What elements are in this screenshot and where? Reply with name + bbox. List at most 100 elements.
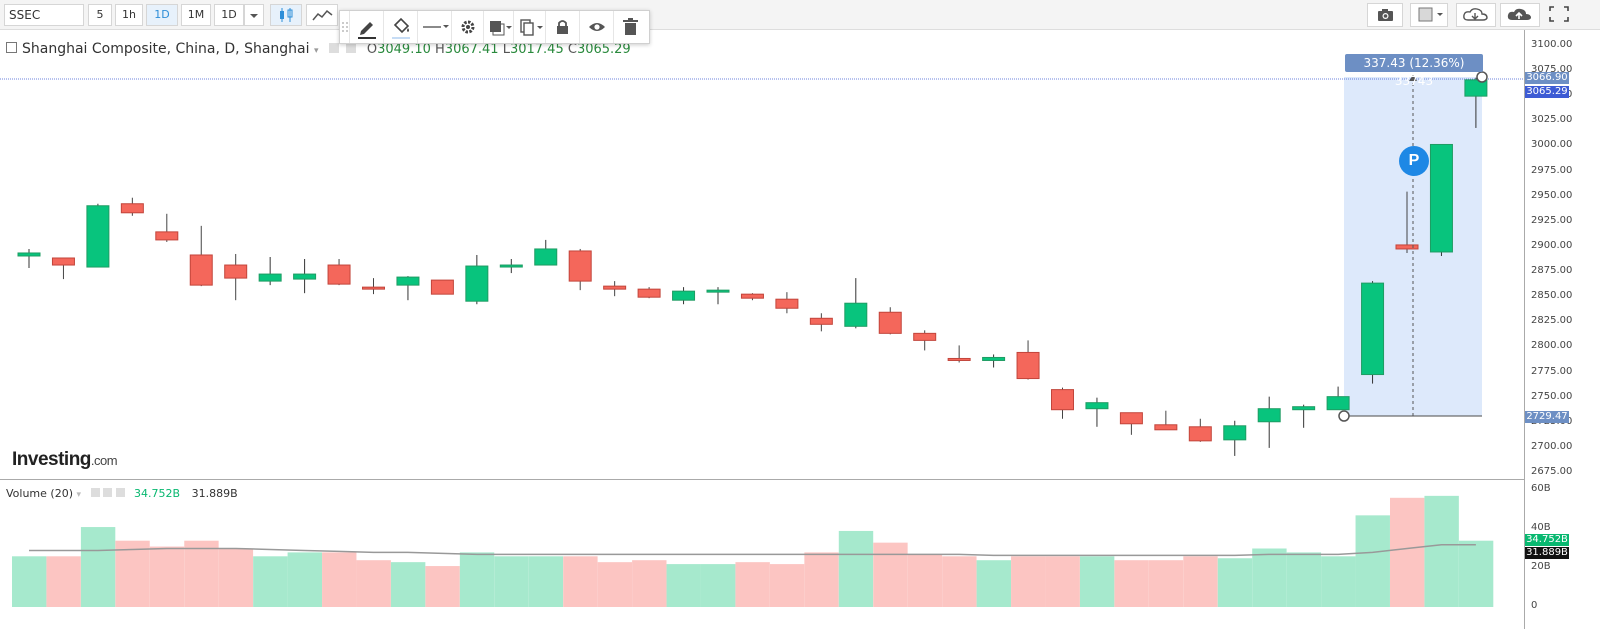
price-tick-label: 3100.00 [1531, 39, 1573, 50]
candle [603, 285, 627, 290]
timeframe-1m-button[interactable]: 1M [181, 4, 211, 26]
area-style-button[interactable] [306, 4, 338, 26]
candle [1326, 396, 1350, 411]
measure-arrow [1409, 75, 1417, 81]
candle [17, 252, 41, 257]
fill-color-button[interactable] [384, 11, 418, 43]
candle [1395, 244, 1419, 250]
template-dropdown-button[interactable] [1410, 3, 1448, 27]
clone-button[interactable] [514, 11, 546, 43]
candle [1119, 412, 1143, 425]
pane-separator[interactable] [0, 479, 1524, 480]
visibility-icon[interactable] [103, 488, 113, 497]
measure-label: 337.43 (12.36%) 33743 [1345, 54, 1483, 88]
candle [534, 248, 558, 266]
volume-bar [115, 540, 150, 607]
collapse-icon[interactable] [6, 42, 17, 53]
price-tick-label: 2775.00 [1531, 365, 1573, 377]
measure-handle-start [1338, 410, 1350, 422]
price-tick-label: 2950.00 [1531, 189, 1573, 201]
candle [465, 265, 489, 302]
candle [844, 302, 868, 327]
line-color-button[interactable] [350, 11, 384, 43]
candle [362, 286, 385, 290]
price-tick-label: 2850.00 [1531, 290, 1573, 302]
volume-bar [46, 556, 81, 607]
candle [327, 264, 351, 285]
price-tick-label: 2875.00 [1531, 265, 1573, 277]
lock-icon [557, 20, 568, 34]
price-tick-label: 2800.00 [1531, 340, 1573, 352]
volume-bar [666, 564, 701, 607]
line-style-icon [423, 25, 449, 28]
visibility-icon[interactable] [346, 43, 357, 53]
candle [396, 276, 420, 286]
settings-icon[interactable] [90, 488, 100, 497]
settings-icon[interactable] [328, 43, 339, 53]
price-tick-label: 3025.00 [1531, 114, 1573, 126]
candle [878, 311, 902, 334]
candle [1085, 402, 1109, 410]
close-icon[interactable] [115, 488, 125, 497]
measure-high-tag: 3066.90 [1525, 72, 1569, 84]
timeframe-5m-button[interactable]: 5 [88, 4, 112, 26]
pencil-icon [358, 22, 376, 39]
volume-bar [942, 556, 977, 607]
chart-legend: Shanghai Composite, China, D, Shanghai ▾… [6, 41, 631, 57]
candle [706, 289, 730, 293]
price-tick-label: 2825.00 [1531, 315, 1573, 327]
fullscreen-icon [1549, 6, 1569, 22]
timeframe-1h-button[interactable]: 1h [115, 4, 143, 26]
volume-bar [1114, 560, 1149, 607]
fullscreen-button[interactable] [1546, 3, 1576, 27]
chevron-down-icon[interactable]: ▾ [313, 46, 319, 56]
price-tick-label: 2975.00 [1531, 164, 1573, 176]
settings-button[interactable] [452, 11, 484, 43]
candle [224, 264, 248, 279]
chevron-down-icon[interactable]: ▾ [76, 490, 82, 500]
price-tick-label: 2750.00 [1531, 390, 1573, 402]
layers-icon [490, 21, 512, 36]
cloud-download-icon [1463, 8, 1488, 21]
candle [913, 332, 937, 341]
volume-bar [907, 554, 943, 607]
symbol-search-input[interactable]: SSEC [4, 4, 84, 26]
volume-bar [804, 552, 839, 607]
screenshot-button[interactable] [1367, 3, 1403, 27]
hide-button[interactable] [580, 11, 614, 43]
candle [120, 203, 144, 214]
candle [1016, 351, 1040, 380]
price-tick-label: 2675.00 [1531, 466, 1573, 477]
p-badge[interactable]: P [1399, 146, 1429, 176]
candle [86, 205, 110, 268]
arrange-button[interactable] [484, 11, 514, 43]
volume-value: 34.752B [134, 487, 181, 500]
line-style-dropdown[interactable] [418, 11, 452, 43]
save-chart-button[interactable] [1500, 3, 1540, 27]
candlestick-style-button[interactable] [270, 4, 302, 26]
candle [51, 257, 75, 266]
measure-low-tag: 2729.47 [1525, 411, 1569, 423]
candle [1051, 389, 1074, 411]
candle [568, 250, 592, 282]
volume-bar [425, 566, 460, 607]
drawing-toolbar [339, 10, 650, 44]
drag-handle[interactable] [340, 11, 350, 43]
remove-button[interactable] [614, 11, 649, 43]
volume-bar [80, 527, 116, 607]
volume-tick-label: 40B [1531, 522, 1551, 533]
volume-tick-label: 0 [1531, 600, 1538, 611]
volume-bar [1424, 495, 1459, 607]
candle [1429, 143, 1453, 253]
lock-button[interactable] [546, 11, 580, 43]
load-chart-button[interactable] [1456, 3, 1496, 27]
volume-bar [1148, 560, 1184, 607]
copy-icon [520, 19, 543, 36]
interval-dropdown-button[interactable] [244, 4, 264, 26]
camera-icon [1378, 9, 1393, 21]
interval-select[interactable]: 1D [214, 4, 244, 26]
timeframe-1d-button[interactable]: 1D [146, 4, 178, 26]
candle [809, 317, 833, 325]
candle [982, 356, 1006, 361]
